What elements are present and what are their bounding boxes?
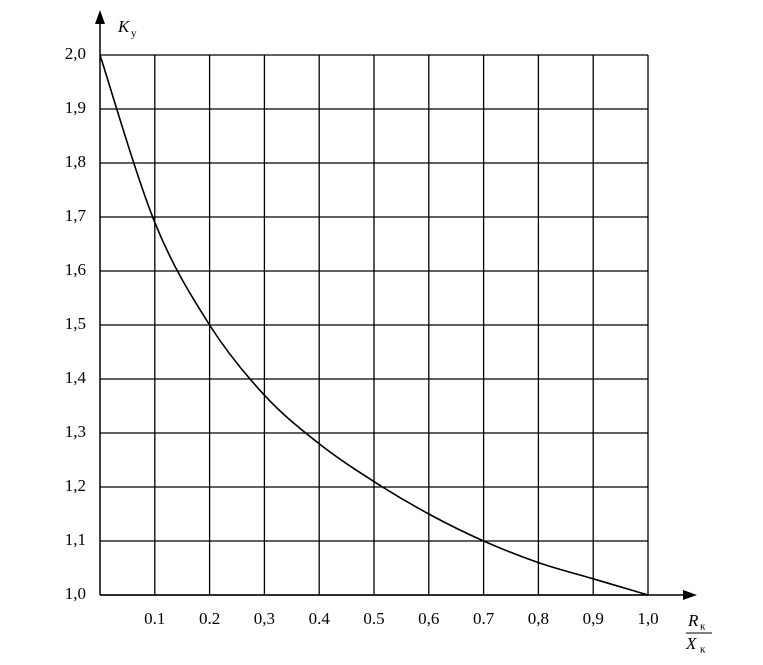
y-tick-label: 1,8 [65, 152, 86, 171]
y-tick-label: 1,0 [65, 584, 86, 603]
y-axis-label-sub: у [131, 28, 137, 40]
x-tick-label: 0.4 [309, 609, 331, 628]
x-tick-label: 1,0 [637, 609, 658, 628]
x-tick-label: 0,3 [254, 609, 275, 628]
y-axis-label: K [117, 17, 131, 36]
y-tick-label: 1,9 [65, 98, 86, 117]
y-tick-label: 1,5 [65, 314, 86, 333]
x-tick-label: 0.2 [199, 609, 220, 628]
curve [99, 54, 649, 596]
y-tick-label: 1,3 [65, 422, 86, 441]
x-axis-label-denominator: X [685, 634, 697, 653]
y-tick-label: 1,1 [65, 530, 86, 549]
y-tick-label: 1,2 [65, 476, 86, 495]
x-axis-label-denominator-sub: к [700, 644, 706, 656]
y-tick-label: 1,4 [65, 368, 87, 387]
x-tick-label: 0.1 [144, 609, 165, 628]
x-axis-label-numerator-sub: к [700, 621, 706, 633]
y-axis-arrow [95, 10, 105, 24]
x-tick-label: 0.7 [473, 609, 495, 628]
x-axis-arrow [683, 590, 697, 600]
x-axis-label-numerator: R [687, 611, 699, 630]
y-tick-label: 2,0 [65, 44, 86, 63]
y-tick-label: 1,6 [65, 260, 86, 279]
y-tick-label: 1,7 [65, 206, 87, 225]
x-tick-label: 0,8 [528, 609, 549, 628]
x-tick-label: 0,9 [583, 609, 604, 628]
x-tick-label: 0.5 [363, 609, 384, 628]
x-tick-label: 0,6 [418, 609, 439, 628]
